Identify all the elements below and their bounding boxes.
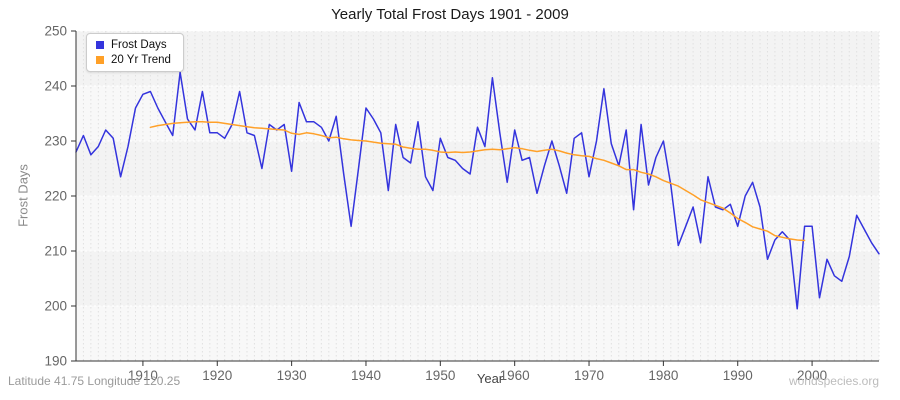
x-axis-label: Year	[476, 371, 504, 386]
trend-line	[149, 121, 806, 242]
legend-label: Frost Days	[111, 39, 167, 51]
plot-band	[76, 306, 879, 361]
frost-days-line	[75, 71, 880, 310]
coordinates-caption: Latitude 41.75 Longitude 120.25	[8, 374, 181, 388]
y-tick-label: 200	[44, 299, 67, 314]
legend: Frost Days 20 Yr Trend	[86, 33, 184, 72]
legend-item-frost-days: Frost Days	[96, 39, 171, 51]
x-tick-label: 1990	[723, 368, 753, 383]
x-tick-label: 1950	[425, 368, 455, 383]
x-tick-label: 1960	[500, 368, 530, 383]
y-axis-label: Frost Days	[15, 164, 31, 227]
y-tick-label: 230	[44, 134, 67, 149]
x-tick-label: 1980	[648, 368, 678, 383]
y-tick-label: 190	[44, 354, 67, 369]
x-tick-label: 1910	[128, 368, 158, 383]
frost-days-marker-icon	[96, 41, 104, 49]
y-tick-label: 210	[44, 244, 67, 259]
x-tick-label: 1970	[574, 368, 604, 383]
plot-band	[76, 86, 879, 141]
y-tick-label: 240	[44, 79, 67, 94]
x-tick-label: 1930	[277, 368, 307, 383]
trend-marker-icon	[96, 56, 104, 64]
legend-label: 20 Yr Trend	[111, 54, 171, 66]
x-tick-label: 1920	[202, 368, 232, 383]
legend-item-trend: 20 Yr Trend	[96, 54, 171, 66]
watermark: worldspecies.org	[788, 374, 879, 388]
y-tick-label: 220	[44, 189, 67, 204]
x-tick-label: 1940	[351, 368, 381, 383]
x-tick-label: 2000	[797, 368, 827, 383]
chart-title: Yearly Total Frost Days 1901 - 2009	[331, 6, 569, 23]
y-tick-label: 250	[44, 24, 67, 39]
